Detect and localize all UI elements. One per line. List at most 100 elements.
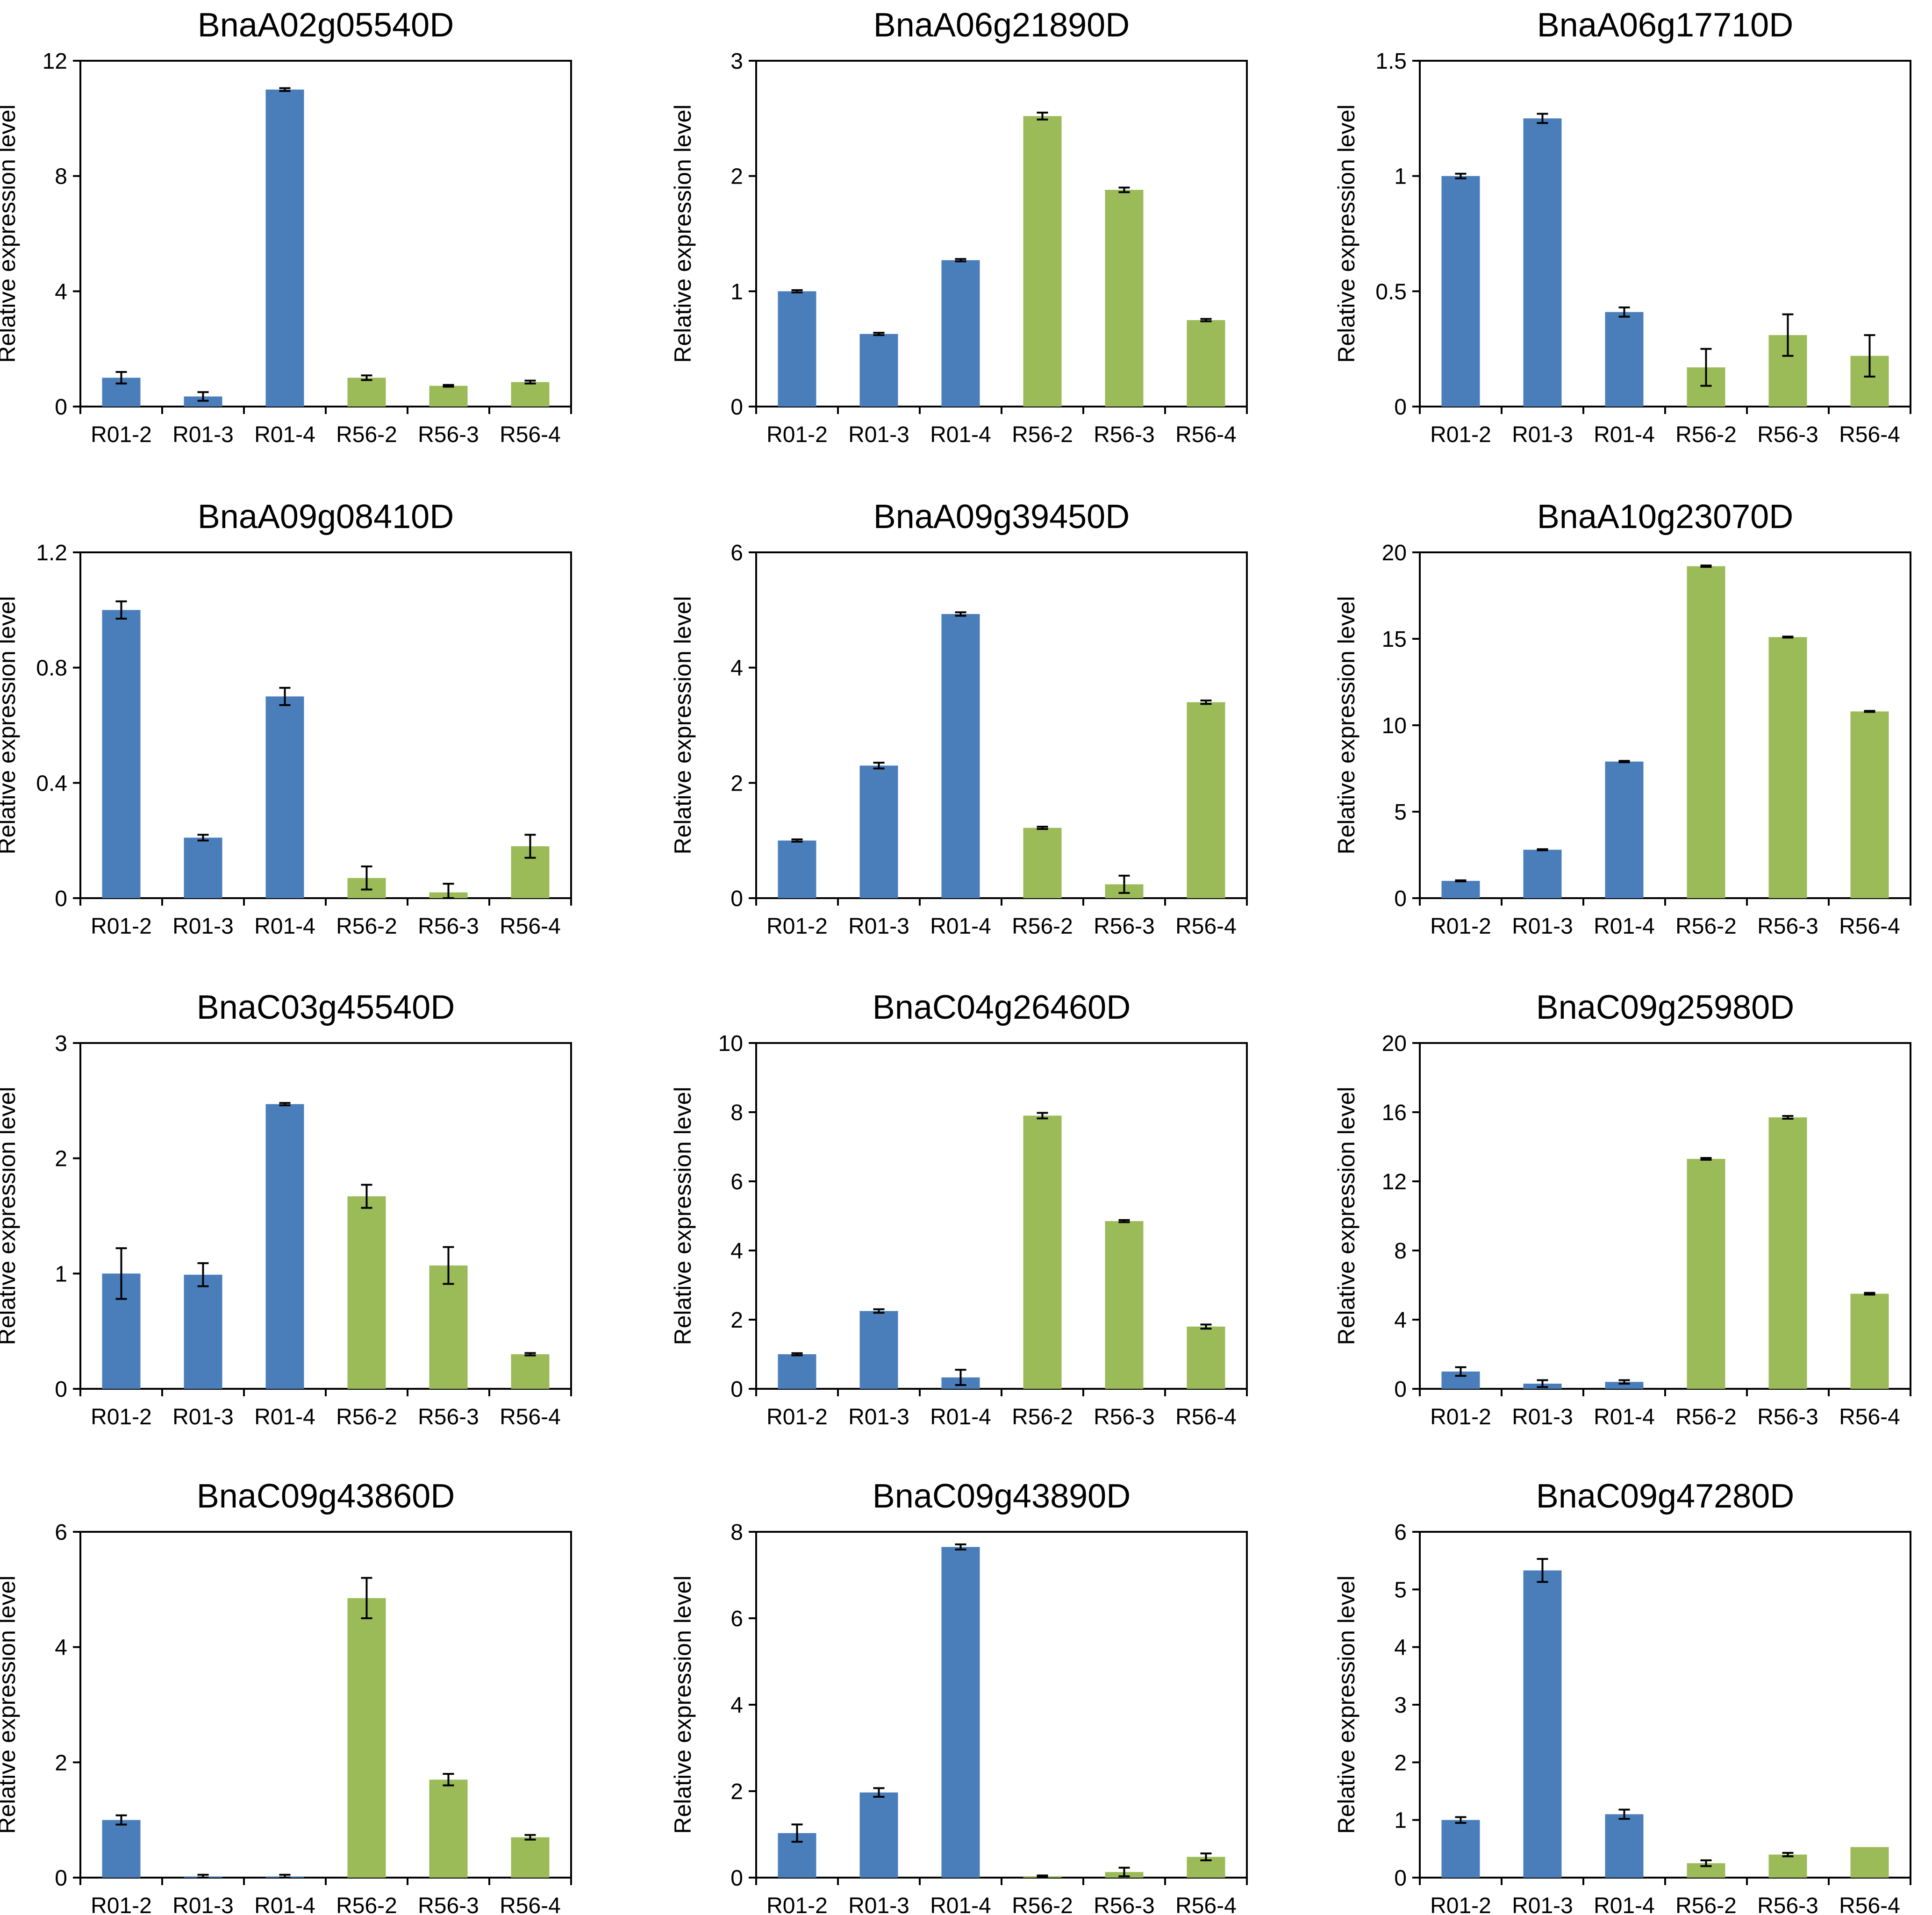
x-tick-label: R56-2 (1675, 1894, 1737, 1915)
y-tick-label: 2 (730, 771, 743, 796)
x-tick-label: R56-3 (1757, 1894, 1818, 1915)
x-tick-label: R01-2 (1430, 422, 1491, 447)
bar (1850, 1847, 1889, 1878)
bar (1023, 116, 1062, 407)
y-tick-label: 0 (730, 1866, 743, 1891)
plot-frame (79, 551, 572, 899)
x-tick-label: R56-2 (1675, 914, 1737, 939)
bar (1023, 828, 1062, 898)
y-tick-label: 2 (730, 164, 743, 189)
y-axis-label: Relative expression level (670, 1086, 696, 1345)
x-tick-label: R01-3 (172, 1405, 234, 1429)
x-tick-label: R01-4 (1594, 1405, 1655, 1429)
y-tick-label: 6 (1394, 1520, 1407, 1545)
bar (1687, 566, 1725, 898)
x-tick-label: R56-3 (1757, 422, 1818, 447)
x-tick-label: R01-3 (172, 914, 234, 939)
y-tick-label: 4 (1394, 1636, 1407, 1660)
bar (1523, 118, 1562, 407)
x-tick-label: R56-3 (1094, 1405, 1155, 1429)
chart-title: BnaC09g43890D (873, 1478, 1131, 1515)
x-tick-label: R01-3 (172, 1894, 234, 1915)
bar (102, 1820, 141, 1878)
plot-frame (1419, 551, 1911, 899)
x-tick-label: R56-3 (418, 422, 479, 447)
y-tick-label: 10 (1382, 714, 1407, 738)
y-tick-label: 12 (43, 49, 67, 74)
chart-panel: BnaC04g26460D 0 2 4 6 8 10 Relative expression … (670, 989, 1248, 1429)
y-tick-label: 0 (55, 395, 67, 420)
plot-frame (1419, 1531, 1911, 1879)
x-tick-label: R56-2 (336, 1405, 397, 1429)
x-tick-label: R01-3 (848, 1894, 909, 1915)
x-tick-label: R56-3 (418, 1894, 479, 1915)
x-tick-label: R56-3 (418, 914, 479, 939)
x-tick-label: R56-4 (1839, 422, 1900, 447)
y-axis-label: Relative expression level (670, 104, 696, 363)
x-tick-label: R56-2 (1675, 1405, 1737, 1429)
y-axis-label: Relative expression level (1333, 1575, 1360, 1834)
y-tick-label: 1 (730, 279, 743, 304)
bar (859, 334, 898, 407)
x-tick-label: R01-3 (172, 422, 234, 447)
plot-frame (755, 1531, 1248, 1879)
bar (265, 89, 304, 407)
y-tick-label: 6 (55, 1520, 67, 1545)
bar (941, 1547, 980, 1878)
bar (429, 386, 468, 407)
y-tick-label: 0 (55, 1866, 67, 1891)
x-tick-label: R01-2 (91, 1894, 152, 1915)
bar (1523, 1570, 1562, 1878)
y-axis-label: Relative expression level (0, 1086, 20, 1345)
bar (778, 840, 816, 898)
y-tick-label: 16 (1382, 1100, 1407, 1125)
x-tick-label: R01-4 (1594, 1894, 1655, 1915)
x-tick-label: R01-2 (1430, 1405, 1491, 1429)
y-tick-label: 4 (730, 1239, 743, 1264)
bar (1768, 637, 1807, 898)
x-tick-label: R01-2 (91, 914, 152, 939)
x-tick-label: R56-2 (1012, 1405, 1073, 1429)
chart-panel: BnaA10g23070D 0 5 10 15 20 Relative expression… (1333, 498, 1911, 939)
bar (859, 1792, 898, 1878)
y-tick-label: 0.5 (1375, 279, 1407, 304)
y-tick-label: 0 (730, 886, 743, 911)
chart-title: BnaC04g26460D (873, 989, 1131, 1026)
y-tick-label: 4 (730, 656, 743, 681)
bar (1605, 312, 1644, 407)
x-tick-label: R01-4 (254, 422, 315, 447)
y-tick-label: 2 (55, 1147, 67, 1172)
bar (1850, 711, 1889, 898)
x-tick-label: R56-2 (336, 1894, 397, 1915)
x-tick-label: R56-4 (1175, 1894, 1237, 1915)
x-tick-label: R01-4 (1594, 422, 1655, 447)
bar (1441, 881, 1480, 898)
y-tick-label: 10 (718, 1031, 743, 1056)
plot-frame (79, 60, 572, 407)
chart-title: BnaA02g05540D (198, 7, 454, 44)
y-tick-label: 0.4 (36, 771, 67, 796)
chart-panel: BnaC09g25980D 0 4 8 12 16 20 Relative expressio… (1333, 989, 1911, 1429)
x-tick-label: R56-2 (1012, 914, 1073, 939)
bar (1605, 1814, 1644, 1878)
chart-panel: BnaA06g21890D 0 1 2 3 Relative expression lev… (670, 7, 1248, 447)
plot-frame (755, 1042, 1248, 1390)
x-tick-label: R56-4 (1839, 914, 1900, 939)
plot-frame (79, 1042, 572, 1390)
y-tick-label: 0.8 (36, 656, 67, 681)
bar (1523, 850, 1562, 898)
bar (1605, 761, 1644, 898)
x-tick-label: R01-4 (254, 914, 315, 939)
x-tick-label: R56-4 (500, 1405, 561, 1429)
y-tick-label: 4 (1394, 1308, 1407, 1333)
y-tick-label: 0 (1394, 1866, 1407, 1891)
y-tick-label: 0 (1394, 1377, 1407, 1402)
bar (511, 1837, 550, 1878)
x-tick-label: R56-2 (1012, 1894, 1073, 1915)
chart-panel: BnaC09g47280D 0 1 2 3 4 5 6 Relative expression … (1333, 1478, 1911, 1915)
x-tick-label: R56-3 (418, 1405, 479, 1429)
y-tick-label: 2 (55, 1751, 67, 1775)
chart-panel: BnaC09g43890D 0 2 4 6 8 Relative expression le… (670, 1478, 1248, 1915)
x-tick-label: R56-4 (1175, 914, 1237, 939)
